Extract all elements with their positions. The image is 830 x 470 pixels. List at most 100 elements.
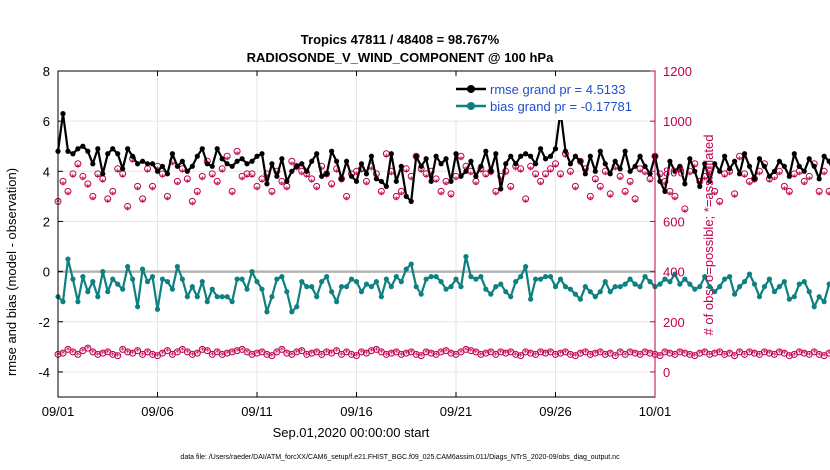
count-assimilated-point: * xyxy=(548,167,553,178)
count-assimilated-point: * xyxy=(384,350,389,361)
count-assimilated-point: * xyxy=(274,348,279,359)
rmse-point xyxy=(786,173,792,179)
bias-point xyxy=(229,299,235,305)
count-assimilated-point: * xyxy=(215,348,220,359)
rmse-point xyxy=(642,163,648,169)
count-assimilated-point: * xyxy=(85,182,90,193)
count-assimilated-point: * xyxy=(558,172,563,183)
bias-point xyxy=(776,284,782,290)
count-possible-point xyxy=(253,349,261,357)
bias-point xyxy=(139,266,146,272)
count-assimilated-point: * xyxy=(727,170,732,181)
bias-point xyxy=(403,266,409,272)
count-possible-point xyxy=(188,197,196,205)
count-assimilated-point: * xyxy=(255,185,260,196)
count-assimilated-point: * xyxy=(613,165,618,176)
count-possible-point xyxy=(293,162,301,170)
count-assimilated-point: * xyxy=(314,348,319,359)
count-possible-point xyxy=(721,350,729,358)
count-assimilated-point: * xyxy=(294,165,299,176)
count-assimilated-point: * xyxy=(767,177,772,188)
bias-point xyxy=(135,304,141,310)
bias-point xyxy=(672,271,678,277)
count-assimilated-point: * xyxy=(424,348,429,359)
count-possible-point xyxy=(253,182,261,190)
count-possible-point xyxy=(591,175,599,183)
count-possible-point xyxy=(537,177,545,185)
bias-point xyxy=(299,279,305,285)
bias-point xyxy=(552,284,559,290)
count-possible-point xyxy=(293,348,301,356)
count-assimilated-point: * xyxy=(90,195,95,206)
bias-point xyxy=(562,284,569,290)
count-possible-point xyxy=(163,192,171,200)
count-assimilated-point: * xyxy=(483,172,488,183)
count-possible-point xyxy=(512,350,520,358)
count-assimilated-point: * xyxy=(354,170,359,181)
count-assimilated-point: * xyxy=(523,197,528,208)
count-assimilated-point: * xyxy=(80,175,85,186)
count-assimilated-point: * xyxy=(225,349,230,360)
count-possible-point xyxy=(760,348,768,356)
count-assimilated-point: * xyxy=(339,350,344,361)
bias-point xyxy=(100,269,106,275)
rmse-point xyxy=(513,161,519,167)
count-assimilated-point: * xyxy=(687,350,692,361)
count-possible-point xyxy=(686,350,694,358)
bias-point xyxy=(368,284,375,290)
rmse-point xyxy=(717,168,723,174)
bias-point xyxy=(771,289,778,295)
count-possible-point xyxy=(815,350,823,358)
count-assimilated-point: * xyxy=(304,172,309,183)
count-assimilated-point: * xyxy=(145,348,150,359)
bias-point xyxy=(304,284,310,290)
count-assimilated-point: * xyxy=(414,350,419,361)
count-assimilated-point: * xyxy=(190,350,195,361)
count-assimilated-point: * xyxy=(468,170,473,181)
rmse-point xyxy=(547,153,554,159)
rmse-point xyxy=(473,173,479,179)
count-possible-point xyxy=(223,349,231,357)
count-assimilated-point: * xyxy=(822,352,827,363)
bias-point xyxy=(712,289,718,295)
count-possible-point xyxy=(552,160,559,168)
count-assimilated-point: * xyxy=(782,185,787,196)
count-assimilated-point: * xyxy=(70,348,75,359)
count-assimilated-point: * xyxy=(125,348,130,359)
count-assimilated-point: * xyxy=(165,195,170,206)
rmse-point xyxy=(806,156,812,162)
bias-point xyxy=(324,274,330,280)
count-assimilated-point: * xyxy=(190,200,195,211)
y2-tick-label: 1200 xyxy=(663,64,692,79)
count-assimilated-point: * xyxy=(772,175,777,186)
bias-point xyxy=(498,281,504,287)
count-assimilated-point: * xyxy=(344,348,349,359)
count-possible-point xyxy=(527,162,535,170)
count-assimilated-point: * xyxy=(583,348,588,359)
count-assimilated-point: * xyxy=(692,162,697,173)
count-assimilated-point: * xyxy=(717,348,722,359)
count-possible-point xyxy=(646,349,654,357)
bias-point xyxy=(184,294,190,300)
count-assimilated-point: * xyxy=(329,349,334,360)
bias-point xyxy=(348,276,355,282)
count-assimilated-point: * xyxy=(160,172,165,183)
bias-point xyxy=(523,264,529,270)
bias-point xyxy=(577,296,583,302)
bias-point xyxy=(130,276,136,282)
rmse-point xyxy=(154,168,161,174)
rmse-point xyxy=(771,168,778,174)
count-possible-point xyxy=(576,349,584,357)
count-possible-point xyxy=(74,350,82,358)
y2-tick-label: 200 xyxy=(663,315,685,330)
count-assimilated-point: * xyxy=(269,352,274,363)
count-assimilated-point: * xyxy=(220,167,225,178)
rmse-point xyxy=(164,171,171,177)
rmse-point xyxy=(398,163,404,169)
count-possible-point xyxy=(198,345,206,353)
count-assimilated-point: * xyxy=(175,348,180,359)
count-possible-point xyxy=(800,349,808,357)
rmse-point xyxy=(811,163,817,169)
count-possible-point xyxy=(765,349,773,357)
bias-point xyxy=(105,289,111,295)
